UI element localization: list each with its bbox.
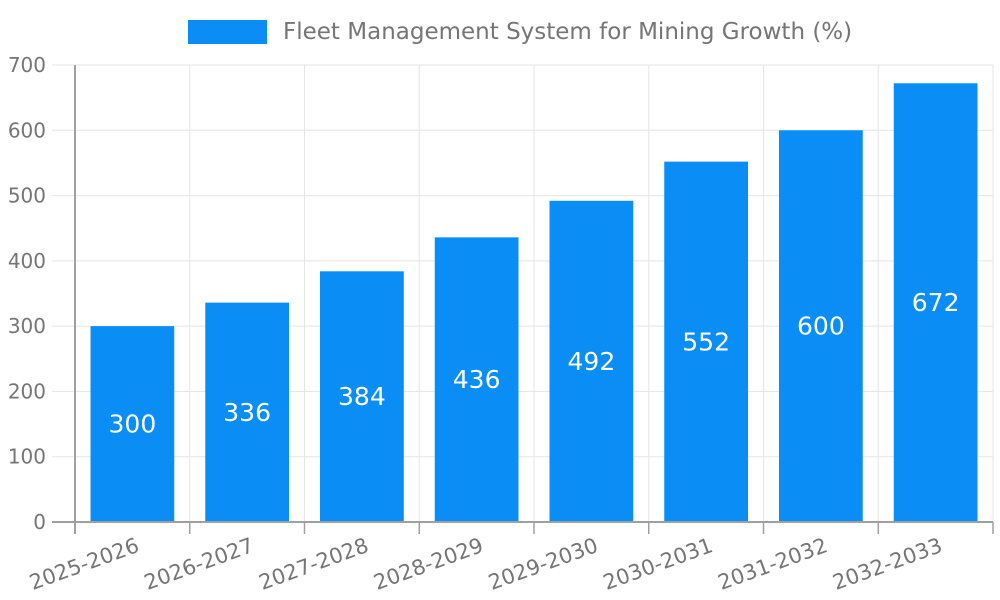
bar-value-label: 336 [223, 398, 271, 427]
legend-swatch-icon [188, 20, 267, 44]
bar [549, 200, 634, 522]
bar-value-label: 672 [912, 288, 960, 317]
bar [664, 161, 749, 522]
y-axis-tick-label: 700 [8, 53, 46, 77]
y-axis-tick-label: 600 [8, 118, 46, 142]
bar-value-label: 300 [109, 410, 157, 439]
chart-legend: Fleet Management System for Mining Growt… [188, 20, 852, 44]
x-axis-tick-label: 2031-2032 [715, 533, 831, 595]
bar-value-label: 492 [568, 347, 616, 376]
y-axis-tick-label: 0 [33, 510, 46, 534]
x-axis-tick-label: 2032-2033 [830, 533, 946, 595]
bar [434, 237, 519, 522]
bar-value-label: 600 [797, 312, 845, 341]
y-axis-tick-label: 200 [8, 379, 46, 403]
bar [778, 130, 863, 523]
legend-label: Fleet Management System for Mining Growt… [283, 19, 853, 45]
x-axis-tick-label: 2028-2029 [371, 533, 487, 595]
x-axis-tick-label: 2027-2028 [256, 533, 372, 595]
bar [319, 271, 404, 522]
y-axis-tick-label: 400 [8, 249, 46, 273]
bar [205, 302, 290, 522]
bar [90, 326, 175, 522]
bar-value-label: 384 [338, 382, 386, 411]
x-axis-tick-label: 2030-2031 [600, 533, 716, 595]
x-axis-tick-label: 2025-2026 [26, 533, 142, 595]
y-axis-tick-label: 300 [8, 314, 46, 338]
bar-value-label: 552 [682, 327, 730, 356]
x-axis-tick-label: 2026-2027 [141, 533, 257, 595]
x-axis-tick-label: 2029-2030 [485, 533, 601, 595]
bar [893, 83, 978, 522]
y-axis-tick-label: 500 [8, 184, 46, 208]
y-axis-tick-label: 100 [8, 445, 46, 469]
bar-value-label: 436 [453, 365, 501, 394]
